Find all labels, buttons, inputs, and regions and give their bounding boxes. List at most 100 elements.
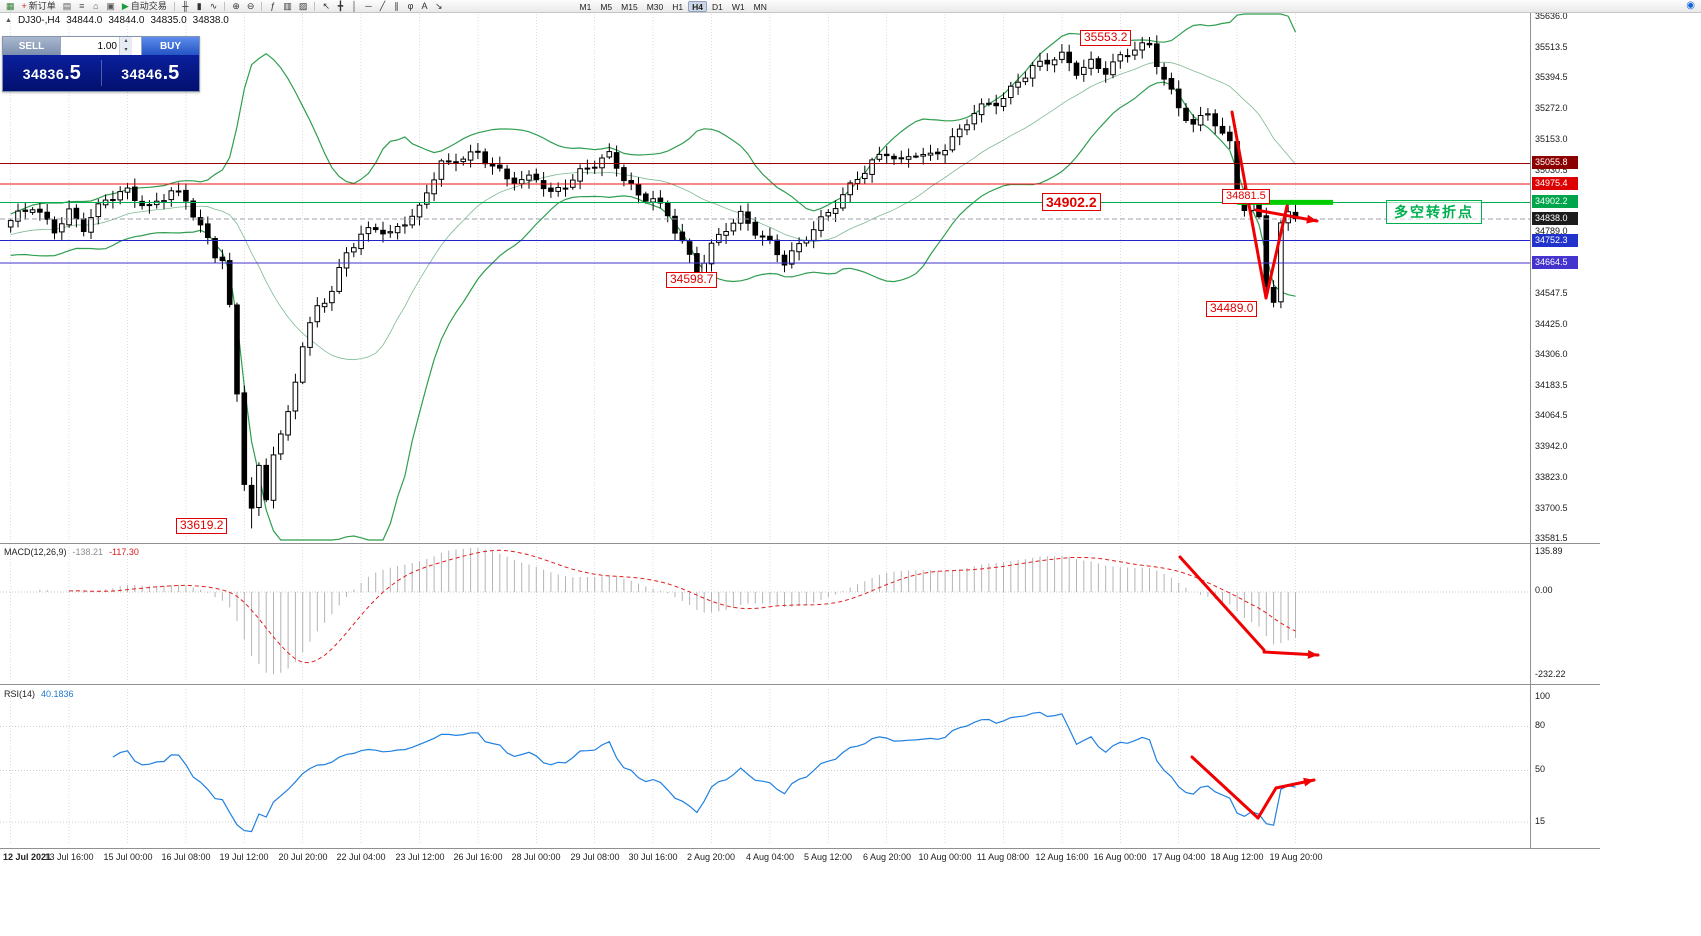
navigator-button[interactable]: ⌂: [89, 1, 102, 12]
bar-chart-type-icon: ╫: [182, 0, 189, 11]
text-tool-icon: A: [421, 0, 428, 11]
arrow-tool-icon: ↘: [434, 0, 443, 11]
price-level-badge: 34838.0: [1532, 212, 1578, 225]
timeframe-w1-button[interactable]: W1: [728, 1, 749, 12]
date-axis-label: 23 Jul 12:00: [395, 852, 445, 862]
volume-input[interactable]: [61, 37, 119, 55]
trendline-tool-icon: ╱: [379, 0, 386, 11]
crosshair-tool-icon: ╋: [337, 0, 344, 11]
trendline-tool-button[interactable]: ╱: [376, 1, 389, 12]
toolbar-separator: [261, 1, 263, 11]
volume-decrease-button[interactable]: ▾: [120, 46, 132, 55]
auto-trading-icon: ▶: [121, 0, 129, 11]
timeframe-m30-button[interactable]: M30: [643, 1, 668, 12]
date-axis-label: 17 Aug 04:00: [1152, 852, 1206, 862]
price-axis-label: 35636.0: [1535, 11, 1568, 21]
date-axis-label: 16 Jul 08:00: [161, 852, 211, 862]
indicators-icon: ƒ: [270, 0, 276, 11]
macd-axis-label: 0.00: [1535, 585, 1553, 595]
periods-icon: ▥: [283, 0, 292, 11]
channel-tool-button[interactable]: ∥: [390, 1, 403, 12]
timeframe-mn-button[interactable]: MN: [750, 1, 771, 12]
chart-window-icon: ▤: [62, 0, 72, 11]
price-level-badge: 35055.8: [1532, 156, 1578, 169]
price-callout: 34598.7: [666, 272, 718, 288]
price-callout: 34902.2: [1042, 193, 1101, 212]
crosshair-tool-button[interactable]: ╋: [334, 1, 347, 12]
price-axis-label: 34183.5: [1535, 380, 1568, 390]
candlestick-chart-type-button[interactable]: ▮: [193, 1, 206, 12]
date-axis-label: 15 Jul 00:00: [103, 852, 153, 862]
navigator-icon: ⌂: [93, 0, 99, 11]
timeframe-d1-button[interactable]: D1: [708, 1, 727, 12]
rsi-axis-label: 80: [1535, 720, 1546, 730]
timeframe-h1-button[interactable]: H1: [668, 1, 687, 12]
new-chart-icon: ▦: [6, 0, 15, 11]
arrow-tool-button[interactable]: ↘: [432, 1, 446, 12]
sell-button[interactable]: SELL: [3, 37, 60, 55]
indicators-button[interactable]: ƒ: [266, 1, 279, 12]
timeframe-h4-button[interactable]: H4: [688, 0, 707, 12]
price-axis-label: 35513.5: [1535, 42, 1568, 52]
price-level-badge: 34975.4: [1532, 177, 1578, 190]
date-axis-label: 16 Aug 00:00: [1093, 852, 1147, 862]
auto-trading-button[interactable]: ▶ 自动交易: [119, 1, 170, 12]
price-axis-label: 34547.5: [1535, 288, 1568, 298]
one-click-trading-panel: SELL ▴ ▾ BUY 34836.5 34846.5: [2, 36, 200, 92]
date-axis-label: 20 Jul 20:00: [278, 852, 328, 862]
timeframe-m15-button[interactable]: M15: [617, 1, 642, 12]
sell-price-display: 34836.5: [22, 61, 81, 84]
new-chart-button[interactable]: ▦: [3, 1, 18, 12]
price-callout: 35553.2: [1080, 30, 1132, 46]
bar-chart-type-button[interactable]: ╫: [179, 1, 192, 12]
date-axis-label: 28 Jul 00:00: [511, 852, 561, 862]
zoom-out-button[interactable]: ⊖: [244, 1, 258, 12]
new-order-button[interactable]: + 新订单: [19, 1, 59, 12]
date-axis-label: 22 Jul 04:00: [336, 852, 386, 862]
line-chart-type-icon: ∿: [209, 0, 218, 11]
candlestick-chart-type-icon: ▮: [196, 0, 202, 11]
horizontal-line-tool-icon: ─: [365, 0, 372, 11]
symbol-marker-icon: ▲: [5, 17, 12, 24]
horizontal-line-tool-button[interactable]: ─: [362, 1, 375, 12]
rsi-axis-label: 100: [1535, 691, 1551, 701]
periods-button[interactable]: ▥: [280, 1, 295, 12]
new-order-button-label: 新订单: [28, 0, 56, 11]
chat-button[interactable]: ◉: [1683, 1, 1698, 12]
cursor-tool-button[interactable]: ↖: [319, 1, 333, 12]
buy-button[interactable]: BUY: [142, 37, 199, 55]
chart-window-button[interactable]: ▤: [60, 1, 75, 12]
price-axis-label: 33581.5: [1535, 533, 1568, 543]
terminal-icon: ▣: [106, 0, 115, 11]
price-axis-label: 34789.0: [1535, 226, 1568, 236]
date-axis-label: 26 Jul 16:00: [453, 852, 503, 862]
price-callout: 33619.2: [176, 518, 228, 534]
vertical-line-tool-icon: │: [351, 0, 358, 11]
zoom-in-button[interactable]: ⊕: [229, 1, 243, 12]
market-watch-icon: ≡: [79, 0, 85, 11]
date-axis-label: 6 Aug 20:00: [862, 852, 912, 862]
price-level-badge: 34902.2: [1532, 195, 1578, 208]
volume-increase-button[interactable]: ▴: [120, 37, 132, 46]
line-chart-type-button[interactable]: ∿: [207, 1, 221, 12]
price-axis-label: 35394.5: [1535, 72, 1568, 82]
timeframe-m1-button[interactable]: M1: [576, 1, 596, 12]
terminal-button[interactable]: ▣: [103, 1, 118, 12]
price-axis-label: 33823.0: [1535, 472, 1568, 482]
price-axis-label: 35272.0: [1535, 103, 1568, 113]
date-axis-label: 11 Aug 08:00: [976, 852, 1030, 862]
vertical-line-tool-button[interactable]: │: [348, 1, 361, 12]
bar-open-value: 34844.0: [66, 15, 103, 26]
date-axis-label: 2 Aug 20:00: [686, 852, 736, 862]
price-callout: 34489.0: [1206, 301, 1258, 317]
price-axis-label: 35030.5: [1535, 165, 1568, 175]
price-axis-label: 34306.0: [1535, 349, 1568, 359]
timeframe-m5-button[interactable]: M5: [596, 1, 616, 12]
buy-price-display: 34846.5: [121, 61, 180, 84]
market-watch-button[interactable]: ≡: [75, 1, 88, 12]
templates-button[interactable]: ▨: [296, 1, 311, 12]
text-tool-button[interactable]: A: [418, 1, 431, 12]
fibonacci-tool-button[interactable]: φ: [404, 1, 417, 12]
